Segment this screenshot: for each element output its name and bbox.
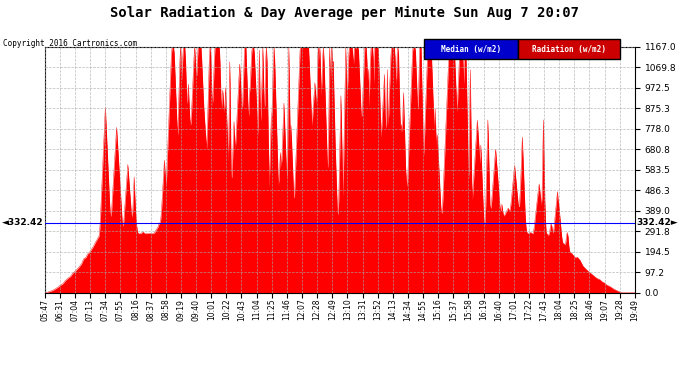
Text: Median (w/m2): Median (w/m2) xyxy=(441,45,501,54)
Text: Copyright 2016 Cartronics.com: Copyright 2016 Cartronics.com xyxy=(3,39,137,48)
Text: 332.42►: 332.42► xyxy=(636,218,678,227)
Text: Radiation (w/m2): Radiation (w/m2) xyxy=(531,45,606,54)
Text: Solar Radiation & Day Average per Minute Sun Aug 7 20:07: Solar Radiation & Day Average per Minute… xyxy=(110,6,580,20)
Text: ◄332.42: ◄332.42 xyxy=(2,218,43,227)
